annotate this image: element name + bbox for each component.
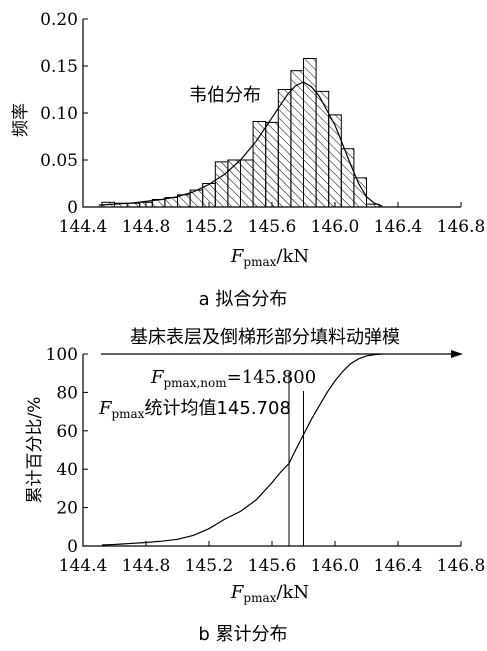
- header-arrow-head: [451, 350, 463, 358]
- x-tick-label-1: 144.8: [122, 217, 171, 237]
- x-tick-label-5: 146.4: [374, 217, 423, 237]
- x-tick-label-3: 145.6: [248, 217, 297, 237]
- y-tick-label-1: 0.05: [40, 151, 78, 171]
- y-tick-label-2: 40: [56, 460, 78, 480]
- y-tick-label-0: 0: [67, 198, 78, 218]
- y-axis-ticks: 0 20 40 60 80 100: [46, 345, 88, 557]
- mean-label-var: F: [98, 398, 113, 419]
- histogram-bar-18: [328, 114, 342, 208]
- x-axis-label: Fpmax/kN: [230, 582, 309, 605]
- y-axis-label: 频率: [11, 103, 31, 137]
- mean-label: Fpmax统计均值145.708: [98, 398, 291, 421]
- histogram-bar-15: [290, 70, 304, 208]
- y-tick-label-2: 0.10: [40, 104, 78, 124]
- y-tick-label-4: 0.20: [40, 10, 78, 30]
- x-axis-label-sub: pmax: [243, 591, 276, 605]
- y-tick-label-4: 80: [56, 383, 78, 403]
- header-arrow-text: 基床表层及倒梯形部分填料动弹模: [130, 327, 400, 348]
- y-axis-ticks: 0 0.05 0.10 0.15 0.20: [40, 10, 88, 218]
- x-axis-label-unit: /kN: [276, 246, 309, 267]
- nominal-label: Fpmax,nom=145.800: [150, 367, 316, 390]
- y-tick-label-0: 0: [67, 537, 78, 557]
- x-axis-ticks: 144.4 144.8 145.2 145.6 146.0 146.4 146.8: [59, 541, 486, 576]
- histogram-bar-9: [214, 161, 229, 208]
- x-axis-label-var: F: [230, 246, 245, 267]
- mean-label-sub: pmax: [112, 407, 145, 421]
- x-tick-label-4: 146.0: [311, 217, 360, 237]
- nominal-label-var: F: [150, 367, 165, 388]
- x-axis-label: Fpmax/kN: [230, 246, 309, 269]
- x-tick-label-2: 145.2: [185, 556, 234, 576]
- fit-curve-label: 韦伯分布: [189, 85, 261, 106]
- x-tick-label-0: 144.4: [59, 217, 108, 237]
- histogram-bar-11: [240, 159, 254, 208]
- weibull-fit-curve: [98, 81, 383, 207]
- y-tick-label-3: 0.15: [40, 57, 78, 77]
- nominal-label-sub: pmax,nom: [164, 376, 228, 390]
- histogram-bar-16: [303, 57, 317, 208]
- histogram-panel: 频率 韦伯分布 144.4 144.8 145.2 145.6 146.0 146.4 14…: [11, 10, 485, 310]
- histogram-bar-17: [315, 90, 330, 208]
- y-tick-label-1: 20: [56, 499, 78, 519]
- y-tick-label-3: 60: [56, 422, 78, 442]
- histogram-bar-10: [227, 159, 241, 208]
- x-axis-label-var: F: [230, 582, 245, 603]
- x-tick-label-1: 144.8: [122, 556, 171, 576]
- histogram-bar-13: [265, 121, 279, 208]
- panel-a-caption: a 拟合分布: [199, 289, 288, 310]
- x-tick-label-5: 146.4: [374, 556, 423, 576]
- cumulative-curve: [101, 353, 383, 546]
- x-tick-label-3: 145.6: [248, 556, 297, 576]
- y-tick-label-5: 100: [46, 345, 78, 365]
- panel-b-caption: b 累计分布: [198, 624, 287, 645]
- histogram-bar-12: [252, 120, 267, 208]
- x-axis-label-unit: /kN: [276, 582, 309, 603]
- x-tick-label-2: 145.2: [185, 217, 234, 237]
- y-axis-label: 累计百分比/%: [25, 397, 45, 504]
- x-tick-label-6: 146.8: [437, 217, 486, 237]
- x-tick-label-0: 144.4: [59, 556, 108, 576]
- x-tick-label-4: 146.0: [311, 556, 360, 576]
- histogram-bar-14: [277, 89, 292, 208]
- nominal-label-text: =145.800: [227, 367, 317, 388]
- x-tick-label-6: 146.8: [437, 556, 486, 576]
- cumulative-panel: 基床表层及倒梯形部分填料动弹模 累计百分比/% Fpmax,nom=145.80…: [25, 327, 485, 645]
- x-axis-label-sub: pmax: [243, 255, 276, 269]
- mean-label-text: 统计均值145.708: [144, 398, 290, 419]
- x-axis-ticks: 144.4 144.8 145.2 145.6 146.0 146.4 146.8: [59, 202, 486, 237]
